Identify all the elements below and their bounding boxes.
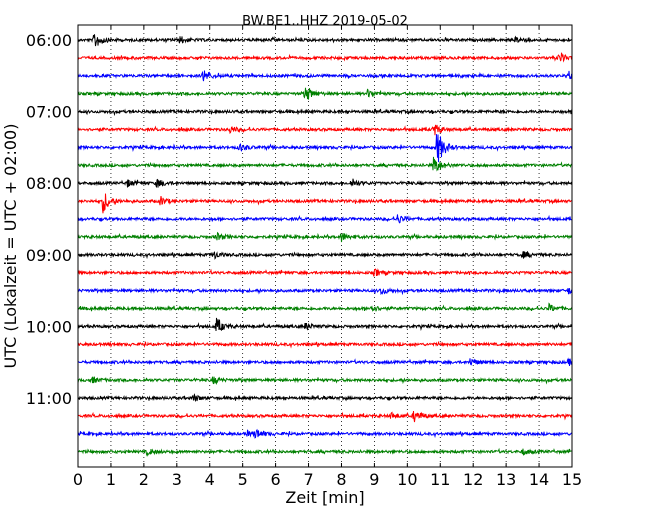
seismogram-trace (77, 193, 573, 214)
x-tick-label: 9 (369, 470, 379, 489)
seismogram-trace (77, 340, 573, 349)
seismogram-trace (77, 447, 573, 457)
seismogram-trace (77, 231, 573, 243)
x-tick-label: 14 (529, 470, 549, 489)
y-tick-label: 11:00 (26, 389, 72, 408)
x-tick-label: 0 (73, 470, 83, 489)
seismogram-trace (77, 134, 573, 163)
seismogram-trace (77, 52, 573, 63)
seismogram-trace (77, 393, 573, 403)
seismogram-trace (77, 124, 573, 136)
x-tick-layer: 0 1 2 3 4 5 6 7 8 9 10 11 12 13 14 15 (73, 25, 582, 489)
seismogram-trace (77, 156, 573, 172)
x-tick-label: 13 (496, 470, 516, 489)
y-axis-label: UTC (Lokalzeit = UTC + 02:00) (1, 124, 20, 369)
seismogram-trace (77, 375, 573, 386)
seismogram-trace (77, 410, 573, 423)
x-tick-label: 12 (463, 470, 483, 489)
x-tick-label: 2 (139, 470, 149, 489)
x-tick-label: 11 (430, 470, 450, 489)
seismogram-trace (77, 214, 573, 224)
y-tick-label: 09:00 (26, 246, 72, 265)
seismogram-trace (77, 178, 573, 189)
seismogram-trace (77, 357, 573, 367)
x-tick-label: 4 (205, 470, 215, 489)
x-axis-label: Zeit [min] (285, 488, 364, 507)
grid-layer (110, 25, 540, 467)
seismogram-trace (77, 251, 573, 260)
plot-frame (77, 24, 573, 468)
x-tick-label: 6 (271, 470, 281, 489)
y-tick-layer: 06:00 07:00 08:00 09:00 10:00 11:00 (26, 31, 572, 408)
x-tick-label: 10 (397, 470, 417, 489)
y-tick-label: 10:00 (26, 317, 72, 336)
x-tick-label: 1 (106, 470, 116, 489)
y-tick-label: 06:00 (26, 31, 72, 50)
seismogram-trace (77, 428, 573, 439)
x-tick-label: 3 (172, 470, 182, 489)
seismogram-trace (77, 108, 573, 117)
seismogram-trace (77, 34, 573, 47)
seismogram-trace (77, 287, 573, 296)
seismogram-trace (77, 268, 573, 277)
seismogram-trace (77, 317, 573, 332)
x-tick-label: 7 (303, 470, 313, 489)
y-tick-label: 08:00 (26, 174, 72, 193)
seismogram-trace (77, 302, 573, 312)
chart-title: BW.BE1..HHZ 2019-05-02 (242, 14, 408, 29)
x-tick-label: 15 (562, 470, 582, 489)
seismogram-trace (77, 70, 573, 82)
x-tick-label: 8 (336, 470, 346, 489)
trace-layer (77, 34, 573, 457)
seismogram-trace (77, 87, 573, 100)
y-tick-label: 07:00 (26, 103, 72, 122)
x-tick-label: 5 (238, 470, 248, 489)
